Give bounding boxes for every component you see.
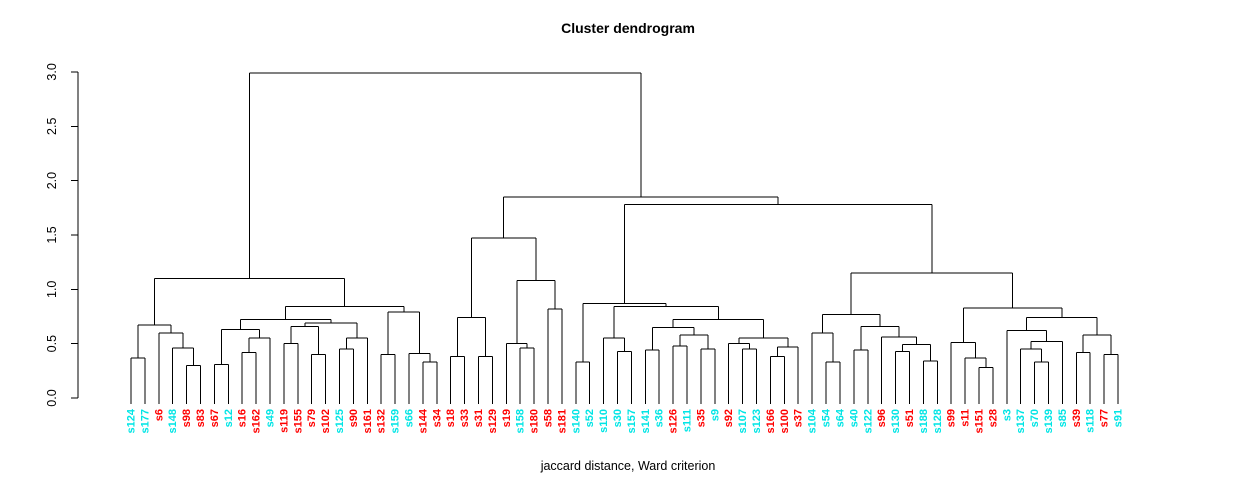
leaf-label: s11 (960, 409, 972, 427)
leaf-label: s54 (821, 408, 833, 427)
y-tick-label: 2.0 (45, 172, 59, 189)
leaf-label: s91 (1112, 409, 1124, 427)
leaf-label: s31 (473, 409, 485, 427)
leaf-label: s151 (973, 409, 985, 433)
leaf-label: s180 (529, 409, 541, 433)
leaf-label: s9 (709, 409, 721, 421)
leaf-label: s49 (265, 409, 277, 427)
chart-title: Cluster dendrogram (561, 20, 695, 36)
y-tick-label: 2.5 (45, 118, 59, 135)
leaf-label: s3 (1001, 409, 1013, 421)
leaf-label: s107 (737, 409, 749, 433)
leaf-label: s125 (334, 409, 346, 433)
leaf-label: s161 (362, 409, 374, 433)
leaf-label: s77 (1099, 409, 1111, 427)
leaf-label: s155 (292, 409, 304, 433)
leaf-label: s157 (626, 409, 638, 433)
leaf-label: s36 (654, 409, 666, 427)
leaf-label: s16 (237, 409, 249, 427)
y-tick-label: 0.5 (45, 335, 59, 352)
leaf-label: s102 (320, 409, 332, 433)
leaf-label: s130 (890, 409, 902, 433)
leaf-label: s111 (682, 409, 694, 432)
leaf-label: s129 (487, 409, 499, 433)
leaf-label: s37 (793, 409, 805, 427)
leaf-label: s141 (640, 409, 652, 433)
leaf-label: s96 (876, 409, 888, 427)
leaf-label: s39 (1071, 409, 1083, 427)
leaf-label: s58 (543, 409, 555, 427)
leaf-label: s79 (306, 409, 318, 427)
leaf-label: s6 (153, 409, 165, 421)
leaf-label: s66 (404, 409, 416, 427)
leaf-label: s51 (904, 409, 916, 427)
leaf-label: s85 (1057, 409, 1069, 427)
leaf-label: s181 (556, 409, 568, 433)
leaf-label: s98 (181, 409, 193, 427)
leaf-label: s162 (251, 409, 263, 433)
y-tick-label: 1.0 (45, 281, 59, 298)
leaf-label: s119 (278, 409, 290, 433)
y-tick-label: 1.5 (45, 226, 59, 243)
y-tick-label: 3.0 (45, 63, 59, 80)
leaf-label: s100 (779, 409, 791, 433)
leaf-label: s137 (1015, 409, 1027, 433)
leaf-label: s128 (932, 409, 944, 433)
leaf-label: s132 (376, 409, 388, 433)
leaf-label: s99 (946, 409, 958, 427)
leaf-label: s139 (1043, 409, 1055, 433)
leaf-label: s40 (848, 409, 860, 427)
leaf-label: s35 (695, 409, 707, 427)
leaf-label: s148 (167, 409, 179, 433)
leaf-label: s166 (765, 409, 777, 433)
leaf-label: s83 (195, 409, 207, 427)
leaf-label: s52 (584, 409, 596, 427)
leaf-label: s104 (807, 408, 819, 433)
leaf-label: s33 (459, 409, 471, 427)
leaf-label: s158 (515, 409, 527, 433)
leaf-label: s159 (390, 409, 402, 433)
leaf-label: s110 (598, 409, 610, 433)
leaf-label: s144 (417, 408, 429, 433)
leaf-label: s92 (723, 409, 735, 427)
leaf-label: s19 (501, 409, 513, 427)
leaf-label: s64 (834, 408, 846, 427)
leaf-label: s140 (570, 409, 582, 433)
leaf-label: s18 (445, 409, 457, 427)
leaf-label: s177 (139, 409, 151, 433)
leaf-label: s90 (348, 409, 360, 427)
leaf-label: s28 (987, 409, 999, 427)
leaf-label: s67 (209, 409, 221, 427)
leaf-label: s118 (1085, 409, 1097, 433)
leaf-label: s70 (1029, 409, 1041, 427)
leaf-label: s34 (431, 408, 443, 427)
leaf-label: s12 (223, 409, 235, 427)
leaf-label: s126 (668, 409, 680, 433)
y-tick-label: 0.0 (45, 389, 59, 406)
leaf-label: s30 (612, 409, 624, 427)
x-axis-caption: jaccard distance, Ward criterion (540, 459, 716, 473)
leaf-label: s124 (126, 408, 138, 433)
leaf-label: s123 (751, 409, 763, 433)
leaf-label: s122 (862, 409, 874, 433)
leaf-label: s188 (918, 409, 930, 433)
